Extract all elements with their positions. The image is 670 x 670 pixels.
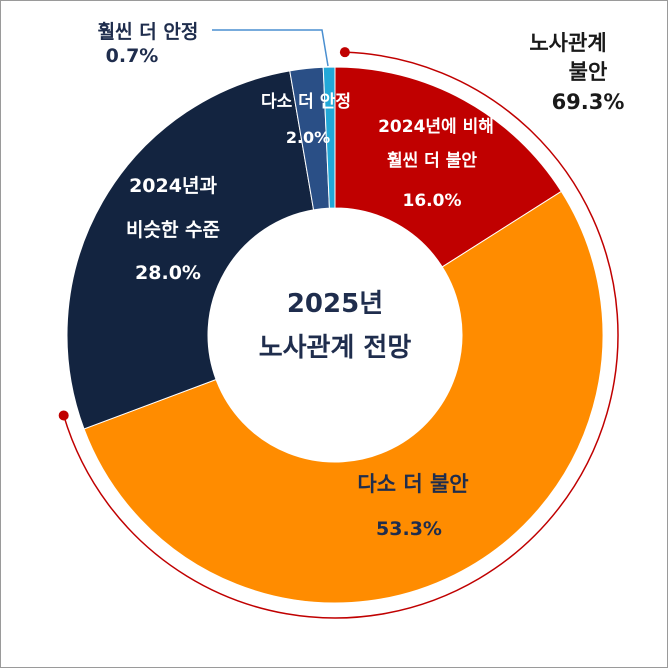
group-annotation: 노사관계 불안 69.3% (58, 31, 625, 619)
slice-much-more-unstable (334, 66, 562, 268)
slice-label-more-unstable: 다소 더 불안 (357, 472, 468, 496)
unstable-group-value: 69.3% (552, 90, 625, 114)
slice-label-more-stable: 다소 더 안정 (261, 92, 351, 112)
slice-label-similar-line-2: 비슷한 수준 (126, 219, 220, 241)
unstable-bracket-arc (62, 51, 619, 619)
slice-value-similar: 28.0% (135, 262, 201, 284)
unstable-bracket-start-dot (339, 47, 350, 58)
slice-value-much-more-unstable: 16.0% (403, 191, 462, 211)
slice-label-much-more-unstable-line-2: 훨씬 더 불안 (387, 151, 477, 171)
slices-group (66, 66, 604, 604)
slice-value-more-stable: 2.0% (286, 128, 330, 147)
slice-more-unstable (83, 190, 604, 604)
donut-center-title-line-2: 노사관계 전망 (259, 333, 412, 363)
unstable-group-label-line-1: 노사관계 (529, 31, 606, 55)
slice-label-much-more-stable: 훨씬 더 안정 (98, 21, 199, 43)
slice-value-much-more-stable: 0.7% (106, 45, 159, 67)
slice-value-more-unstable: 53.3% (376, 518, 442, 540)
slice-much-more-stable (322, 66, 336, 209)
slice-label-similar-line-1: 2024년과 (129, 175, 217, 197)
slice-similar (66, 70, 315, 430)
callout-much-more-stable: 훨씬 더 안정 0.7% (98, 21, 329, 67)
donut-center-title-line-1: 2025년 (287, 289, 383, 319)
slice-label-much-more-unstable-line-1: 2024년에 비해 (378, 117, 494, 137)
unstable-bracket-end-dot (58, 410, 69, 421)
callout-leader-line (212, 29, 329, 67)
slice-labels: 2024년에 비해 훨씬 더 불안 16.0% 다소 더 불안 53.3% 20… (126, 92, 494, 540)
unstable-group-label-line-2: 불안 (569, 60, 608, 84)
